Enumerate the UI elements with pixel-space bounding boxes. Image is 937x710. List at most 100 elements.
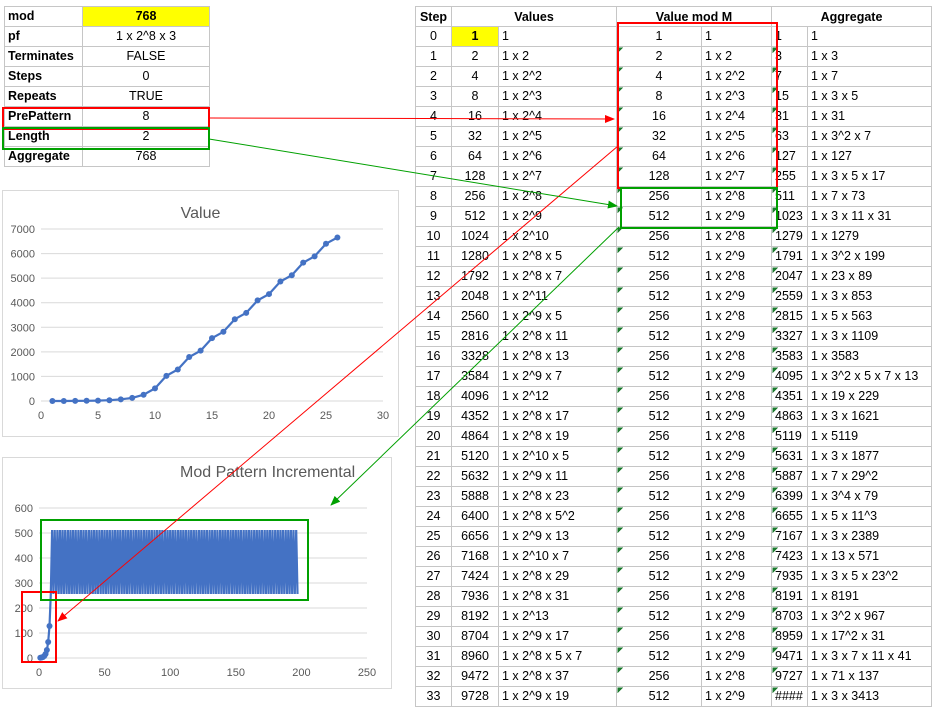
- table-cell[interactable]: 7935: [771, 566, 808, 587]
- table-cell[interactable]: 32: [415, 666, 452, 687]
- header-value-mod-m[interactable]: Value mod M: [616, 6, 772, 27]
- table-cell[interactable]: 3328: [451, 346, 499, 367]
- table-cell[interactable]: 1 x 2^8 x 31: [498, 586, 617, 607]
- param-key[interactable]: Terminates: [4, 46, 83, 67]
- table-cell[interactable]: 31: [415, 646, 452, 667]
- value-chart[interactable]: Value 0 1000 2000 3000 4000 5000 6000 7000 0 5 10 1…: [2, 190, 399, 437]
- table-cell[interactable]: 1 x 2^3: [701, 86, 772, 107]
- table-cell[interactable]: 127: [771, 146, 808, 167]
- table-cell[interactable]: 1 x 3: [806, 46, 933, 67]
- table-cell[interactable]: 1 x 2^8 x 19: [498, 426, 617, 447]
- table-cell[interactable]: 512: [616, 286, 702, 307]
- table-cell[interactable]: 1 x 2^6: [498, 146, 617, 167]
- table-cell[interactable]: 1 x 2^9 x 7: [498, 366, 617, 387]
- table-cell[interactable]: 1 x 2^9 x 13: [498, 526, 617, 547]
- table-cell[interactable]: 1 x 2^8: [701, 626, 772, 647]
- table-cell[interactable]: 1 x 3 x 3413: [806, 686, 933, 707]
- table-cell[interactable]: 1: [701, 26, 772, 47]
- table-cell[interactable]: 1024: [451, 226, 499, 247]
- table-cell[interactable]: 512: [616, 606, 702, 627]
- table-cell[interactable]: 1: [771, 26, 808, 47]
- table-cell[interactable]: 1 x 2^9: [701, 606, 772, 627]
- header-values[interactable]: Values: [451, 6, 617, 27]
- table-cell[interactable]: 1 x 2^8 x 29: [498, 566, 617, 587]
- table-cell[interactable]: 1 x 2^8: [701, 426, 772, 447]
- table-cell[interactable]: 1 x 2^8: [701, 666, 772, 687]
- table-cell[interactable]: 13: [415, 286, 452, 307]
- table-cell[interactable]: 9: [415, 206, 452, 227]
- table-cell[interactable]: 1280: [451, 246, 499, 267]
- table-cell[interactable]: 1 x 2^8 x 5^2: [498, 506, 617, 527]
- table-cell[interactable]: 1 x 2^8: [701, 546, 772, 567]
- table-cell[interactable]: 2815: [771, 306, 808, 327]
- table-cell[interactable]: 1 x 3 x 5 x 23^2: [806, 566, 933, 587]
- table-cell[interactable]: 1 x 2^8 x 17: [498, 406, 617, 427]
- table-cell[interactable]: 8: [616, 86, 702, 107]
- table-cell[interactable]: 11: [415, 246, 452, 267]
- table-cell[interactable]: 1 x 2^9: [701, 646, 772, 667]
- table-cell[interactable]: 1 x 2^8 x 7: [498, 266, 617, 287]
- table-cell[interactable]: 512: [616, 246, 702, 267]
- table-cell[interactable]: 256: [616, 466, 702, 487]
- table-cell[interactable]: 1 x 2^8: [701, 186, 772, 207]
- table-cell[interactable]: 512: [616, 526, 702, 547]
- table-cell[interactable]: 1 x 2^8: [701, 386, 772, 407]
- table-cell[interactable]: 8960: [451, 646, 499, 667]
- param-value[interactable]: 1 x 2^8 x 3: [82, 26, 210, 47]
- table-cell[interactable]: 1 x 3 x 853: [806, 286, 933, 307]
- table-cell[interactable]: 9472: [451, 666, 499, 687]
- table-cell[interactable]: 1 x 3 x 7 x 11 x 41: [806, 646, 933, 667]
- param-value[interactable]: TRUE: [82, 86, 210, 107]
- table-cell[interactable]: 7936: [451, 586, 499, 607]
- table-cell[interactable]: 256: [616, 666, 702, 687]
- table-cell[interactable]: 1 x 2^8 x 13: [498, 346, 617, 367]
- table-cell[interactable]: 1 x 3 x 1621: [806, 406, 933, 427]
- header-aggregate[interactable]: Aggregate: [770, 6, 933, 27]
- param-key[interactable]: pf: [4, 26, 83, 47]
- table-cell[interactable]: 1 x 2^8: [498, 186, 617, 207]
- table-cell[interactable]: 1 x 2^9: [701, 406, 772, 427]
- table-cell[interactable]: 1: [451, 26, 499, 47]
- mod-pattern-chart[interactable]: Mod Pattern Incremental 0 100 200 300 400 500…: [2, 457, 392, 689]
- param-value[interactable]: 8: [82, 106, 210, 127]
- table-cell[interactable]: 4864: [451, 426, 499, 447]
- header-step[interactable]: Step: [415, 6, 452, 27]
- table-cell[interactable]: 1 x 71 x 137: [806, 666, 933, 687]
- table-cell[interactable]: 256: [616, 186, 702, 207]
- param-key[interactable]: Repeats: [4, 86, 83, 107]
- table-cell[interactable]: 1 x 3^2 x 7: [806, 126, 933, 147]
- table-cell[interactable]: 512: [616, 686, 702, 707]
- table-cell[interactable]: 1 x 2^10 x 7: [498, 546, 617, 567]
- table-cell[interactable]: 2: [451, 46, 499, 67]
- table-cell[interactable]: 1279: [771, 226, 808, 247]
- table-cell[interactable]: 2: [415, 66, 452, 87]
- table-cell[interactable]: 1 x 2^8: [701, 346, 772, 367]
- table-cell[interactable]: 7: [415, 166, 452, 187]
- table-cell[interactable]: 22: [415, 466, 452, 487]
- table-cell[interactable]: 26: [415, 546, 452, 567]
- table-cell[interactable]: 1 x 2^3: [498, 86, 617, 107]
- table-cell[interactable]: 1 x 2^9: [498, 206, 617, 227]
- table-cell[interactable]: 1 x 3^2 x 199: [806, 246, 933, 267]
- table-cell[interactable]: 6400: [451, 506, 499, 527]
- table-cell[interactable]: 5: [415, 126, 452, 147]
- table-cell[interactable]: 1 x 3 x 2389: [806, 526, 933, 547]
- table-cell[interactable]: 8192: [451, 606, 499, 627]
- table-cell[interactable]: 10: [415, 226, 452, 247]
- table-cell[interactable]: 0: [415, 26, 452, 47]
- table-cell[interactable]: 1 x 3^2 x 967: [806, 606, 933, 627]
- table-cell[interactable]: 1 x 2^5: [701, 126, 772, 147]
- table-cell[interactable]: 1 x 2^8: [701, 466, 772, 487]
- param-value[interactable]: 0: [82, 66, 210, 87]
- table-cell[interactable]: 1 x 2^9: [701, 526, 772, 547]
- table-cell[interactable]: 1 x 2^8: [701, 586, 772, 607]
- table-cell[interactable]: 1 x 2^8: [701, 306, 772, 327]
- table-cell[interactable]: 6655: [771, 506, 808, 527]
- table-cell[interactable]: 1 x 17^2 x 31: [806, 626, 933, 647]
- table-cell[interactable]: 1 x 2^6: [701, 146, 772, 167]
- table-cell[interactable]: 1 x 3 x 1877: [806, 446, 933, 467]
- table-cell[interactable]: 30: [415, 626, 452, 647]
- table-cell[interactable]: 1 x 7: [806, 66, 933, 87]
- param-key[interactable]: Length: [4, 126, 83, 147]
- table-cell[interactable]: 1 x 2^8 x 5 x 7: [498, 646, 617, 667]
